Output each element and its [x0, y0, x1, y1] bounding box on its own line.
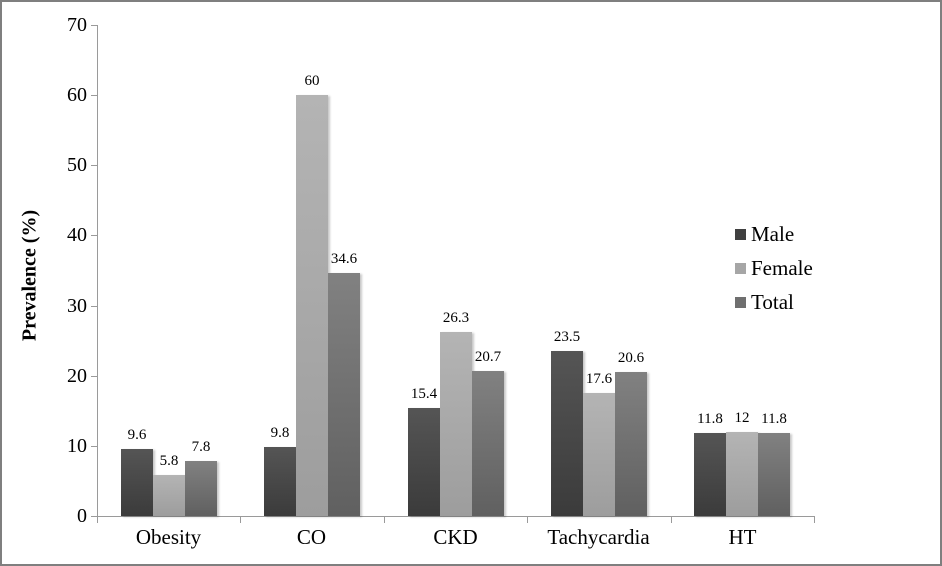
bar-total-tachycardia — [615, 372, 647, 516]
bar-value-label: 34.6 — [330, 251, 358, 267]
bar-value-label: 23.5 — [553, 329, 581, 345]
bar-value-label: 9.8 — [270, 425, 290, 441]
x-category-label: CKD — [433, 525, 478, 549]
bar-value-label: 60 — [304, 73, 320, 89]
bar-male-tachycardia — [551, 351, 583, 516]
y-tick-label: 20 — [67, 365, 87, 387]
x-category-label: HT — [728, 525, 757, 549]
bar-total-ht — [758, 433, 790, 516]
bar-male-ckd — [408, 408, 440, 516]
bar-female-ht — [726, 432, 758, 516]
y-tick-label: 10 — [67, 435, 87, 457]
y-axis-line — [97, 25, 98, 517]
y-axis-tick — [91, 446, 97, 447]
y-axis-tick — [91, 25, 97, 26]
y-axis-tick — [91, 306, 97, 307]
y-axis-tick — [91, 235, 97, 236]
bar-value-label: 15.4 — [410, 386, 438, 402]
bar-value-label: 17.6 — [585, 371, 613, 387]
bar-female-obesity — [153, 475, 185, 516]
y-axis-tick — [91, 516, 97, 517]
y-axis-tick — [91, 95, 97, 96]
y-tick-label: 50 — [67, 154, 87, 176]
legend-label-total: Total — [751, 290, 794, 314]
bar-value-label: 12 — [734, 410, 750, 426]
x-axis-tick — [97, 517, 98, 523]
y-axis-tick — [91, 376, 97, 377]
y-axis-tick — [91, 165, 97, 166]
bar-value-label: 20.6 — [617, 350, 645, 366]
x-axis-tick — [240, 517, 241, 523]
bar-total-co — [328, 273, 360, 516]
x-axis-tick — [527, 517, 528, 523]
x-axis-tick — [814, 517, 815, 523]
x-category-label: Tachycardia — [547, 525, 650, 549]
bar-value-label: 11.8 — [761, 411, 787, 427]
legend-swatch-female — [735, 262, 746, 274]
x-axis-tick — [671, 517, 672, 523]
legend-item-total: Total — [735, 291, 813, 313]
x-category-label: CO — [296, 525, 327, 549]
bar-total-ckd — [472, 371, 504, 516]
y-tick-label: 0 — [77, 505, 87, 527]
plot-area: 9.6 9.8 15.4 23.5 11.8 5.8 60 26.3 17.6 12 7.8 34.6… — [97, 25, 814, 516]
bar-male-co — [264, 447, 296, 516]
bar-value-label: 11.8 — [697, 411, 723, 427]
bar-value-label: 26.3 — [442, 310, 470, 326]
y-tick-label: 60 — [67, 84, 87, 106]
bar-female-tachycardia — [583, 393, 615, 516]
bar-female-ckd — [440, 332, 472, 516]
y-tick-label: 30 — [67, 295, 87, 317]
x-category-label: Obesity — [135, 525, 202, 549]
y-tick-label: 70 — [67, 14, 87, 36]
legend-item-male: Male — [735, 223, 813, 245]
legend-item-female: Female — [735, 257, 813, 279]
legend: Male Female Total — [735, 223, 813, 313]
bar-female-co — [296, 95, 328, 516]
legend-label-female: Female — [751, 256, 813, 280]
y-axis-title: Prevalence (%) — [18, 209, 41, 342]
bar-total-obesity — [185, 461, 217, 516]
bar-value-label: 9.6 — [127, 427, 147, 443]
legend-swatch-total — [735, 296, 746, 308]
bar-value-label: 5.8 — [159, 453, 179, 469]
bar-value-label: 20.7 — [474, 349, 502, 365]
x-axis-tick — [384, 517, 385, 523]
x-axis-line — [97, 516, 815, 517]
bar-male-ht — [694, 433, 726, 516]
legend-swatch-male — [735, 228, 746, 240]
legend-label-male: Male — [751, 222, 795, 246]
bar-value-label: 7.8 — [191, 439, 211, 455]
bar-male-obesity — [121, 449, 153, 516]
y-tick-label: 40 — [67, 224, 87, 246]
